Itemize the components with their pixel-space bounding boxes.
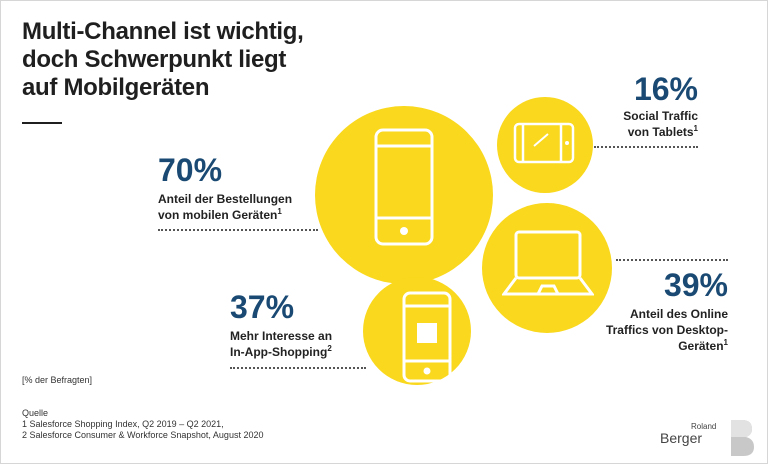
- circle-smartphone: [315, 106, 493, 284]
- stat-label-line: Geräten: [678, 339, 724, 353]
- stat-value: 16%: [633, 71, 698, 107]
- logo-text-small: Roland: [691, 422, 717, 431]
- footnote-ref: 2: [327, 344, 332, 353]
- stat-label-line: Anteil der Bestellungen: [158, 192, 293, 206]
- stat-value: 37%: [230, 289, 295, 325]
- page-title: Multi-Channel ist wichtig, doch Schwerpu…: [22, 18, 304, 101]
- app-phone-icon: [402, 291, 452, 383]
- stat-label-line: Mehr Interesse an: [230, 329, 333, 343]
- stat-label-line: von mobilen Geräten: [158, 208, 278, 222]
- stat-in-app-shopping: 37% Mehr Interesse an In-App-Shopping2: [230, 290, 332, 360]
- roland-berger-logo-icon: [731, 420, 754, 456]
- dotted-leader: [616, 259, 728, 261]
- dotted-leader: [158, 229, 318, 231]
- source-item: 2 Salesforce Consumer & Workforce Snapsh…: [22, 430, 264, 440]
- sources: Quelle 1 Salesforce Shopping Index, Q2 2…: [22, 408, 263, 441]
- stat-value: 70%: [158, 152, 223, 188]
- source-item: 1 Salesforce Shopping Index, Q2 2019 – Q…: [22, 419, 224, 429]
- circle-laptop: [482, 203, 612, 333]
- title-underline: [22, 122, 62, 124]
- dotted-leader: [594, 146, 698, 148]
- footnote-ref: 1: [693, 124, 698, 133]
- dotted-leader: [230, 367, 366, 369]
- smartphone-icon: [374, 128, 434, 246]
- footnote-ref: 1: [723, 338, 728, 347]
- stat-label-line: Social Traffic: [623, 109, 698, 123]
- stat-label-line: Anteil des Online: [629, 307, 728, 321]
- stat-desktop-traffic: 39% Anteil des Online Traffics von Deskt…: [588, 268, 728, 354]
- tablet-icon: [513, 122, 575, 164]
- stat-tablet-social-traffic: 16% Social Traffic von Tablets1: [598, 72, 698, 140]
- sources-label: Quelle: [22, 408, 49, 418]
- logo-text-big: Berger: [660, 430, 703, 446]
- laptop-icon: [502, 230, 594, 296]
- stat-mobile-orders: 70% Anteil der Bestellungen von mobilen …: [158, 153, 292, 223]
- stat-label-line: In-App-Shopping: [230, 345, 328, 359]
- footnote-ref: 1: [277, 207, 282, 216]
- circle-tablet: [497, 97, 593, 193]
- stat-value: 39%: [663, 267, 728, 303]
- stat-label-line: Traffics von Desktop-: [605, 323, 728, 337]
- stat-label-line: von Tablets: [627, 125, 694, 139]
- unit-note: [% der Befragten]: [22, 375, 93, 385]
